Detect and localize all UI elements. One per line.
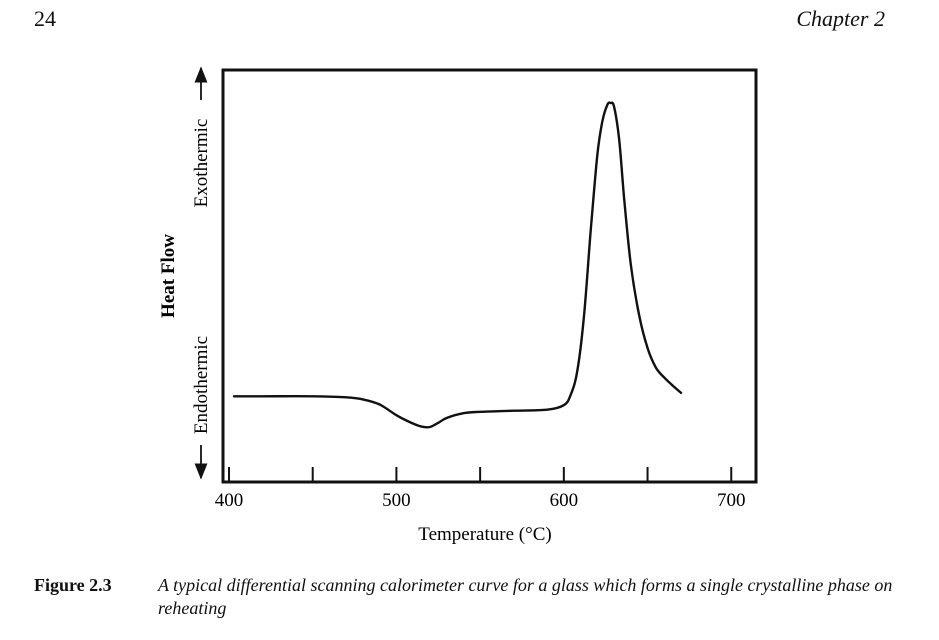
dsc-curve [232, 101, 683, 429]
x-tick-label: 600 [550, 490, 579, 511]
figure-caption-text: A typical differential scanning calorime… [158, 575, 893, 618]
y-axis-label: Heat Flow [158, 234, 179, 318]
exothermic-label: Exothermic [191, 119, 212, 208]
page-number: 24 [34, 6, 56, 31]
running-head: Chapter 2 [796, 6, 885, 31]
x-tick-label: 700 [717, 490, 746, 511]
x-tick-label: 500 [382, 490, 411, 511]
x-axis-ticks [228, 467, 733, 482]
plot-frame [221, 68, 758, 484]
x-axis-label: Temperature (°C) [418, 524, 551, 545]
figure-label: Figure 2.3 [34, 575, 112, 595]
x-axis-tick-labels: 400 500 600 700 [215, 490, 746, 511]
dsc-figure: 400 500 600 700 Temperature (°C) Heat Flow … [158, 66, 758, 545]
x-tick-label: 400 [215, 490, 244, 511]
endothermic-label: Endothermic [191, 336, 212, 434]
